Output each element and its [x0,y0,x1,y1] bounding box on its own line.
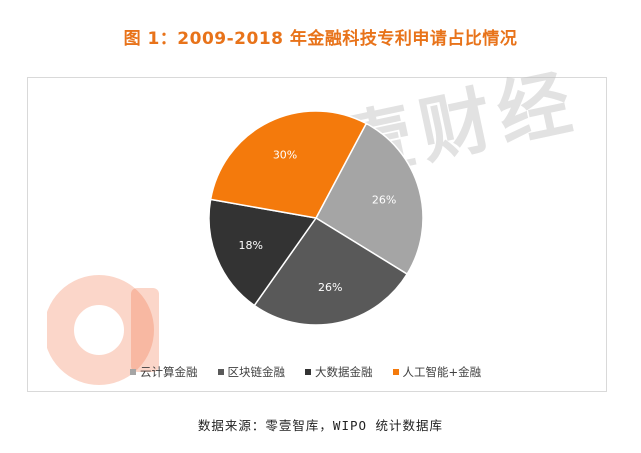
legend-swatch [305,369,311,375]
legend-item-2: 区块链金融 [217,364,286,380]
pie-data-label-3: 18% [238,239,262,252]
chart-frame [27,77,607,392]
legend-label: 区块链金融 [227,365,286,379]
legend-label: 大数据金融 [315,365,373,379]
pie-slice-3 [208,198,318,307]
legend-label: 人工智能+金融 [402,365,482,379]
data-source: 数据来源：零壹智库，WIPO 统计数据库 [197,418,444,433]
pie-data-label-2: 26% [318,281,342,294]
legend-label: 云计算金融 [140,365,198,379]
watermark-logo-stem [131,288,159,372]
legend: 云计算金融 区块链金融 大数据金融 人工智能+金融 [130,364,530,380]
legend-swatch [392,369,399,375]
legend-item-3: 大数据金融 [305,364,373,380]
pie-data-label-1: 26% [372,193,396,206]
watermark-logo-ring [47,275,154,385]
pie-slice-2 [253,216,409,326]
pie-slice-4 [209,110,368,219]
legend-item-1: 云计算金融 [130,364,198,380]
legend-item-4: 人工智能+金融 [392,364,482,380]
watermark-logo [47,275,159,385]
pie-slice-1 [315,122,424,276]
legend-swatch [217,369,224,375]
legend-swatch [130,369,136,375]
pie-data-label-4: 30% [273,149,297,162]
chart-title: 图 1：2009-2018 年金融科技专利申请占比情况 [123,29,518,49]
